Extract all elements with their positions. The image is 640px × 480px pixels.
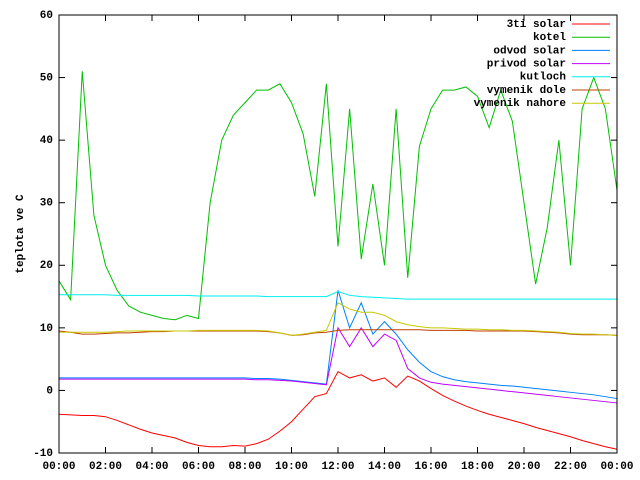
series-line: [59, 291, 617, 300]
plot-frame: [58, 14, 618, 454]
legend-label: privod solar: [487, 59, 566, 71]
x-tick-label: 08:00: [228, 461, 261, 473]
series-line: [58, 71, 618, 321]
x-tick-label: 06:00: [182, 461, 215, 473]
y-tick-label: 40: [40, 135, 53, 147]
legend-label: odvod solar: [493, 45, 566, 57]
y-tick-label: 0: [46, 385, 53, 397]
legend-label: vymenik nahore: [474, 98, 567, 110]
series-line: [59, 290, 618, 400]
y-tick-label: 20: [40, 260, 53, 272]
y-tick-label: 50: [40, 72, 53, 84]
series-line: [58, 329, 618, 336]
legend-label: kotel: [533, 32, 566, 44]
x-tick-label: 02:00: [89, 461, 122, 473]
legend-label: vymenik dole: [487, 85, 567, 97]
legend-label: kutloch: [520, 72, 566, 84]
x-tick-label: 00:00: [42, 461, 75, 473]
x-tick-label: 18:00: [461, 461, 494, 473]
y-tick-label: 60: [40, 10, 53, 22]
x-tick-label: 00:00: [600, 461, 633, 473]
x-tick-label: 14:00: [368, 461, 401, 473]
y-tick-label: 30: [40, 198, 53, 210]
x-tick-label: 04:00: [135, 461, 168, 473]
y-tick-label: 10: [40, 323, 53, 335]
x-tick-label: 16:00: [414, 461, 447, 473]
x-tick-label: 22:00: [554, 461, 587, 473]
x-tick-label: 20:00: [507, 461, 540, 473]
series-line: [59, 326, 618, 404]
legend-label: 3ti solar: [507, 19, 566, 31]
y-axis-label: teplota ve C: [15, 194, 27, 274]
series-line: [58, 370, 618, 450]
x-tick-label: 10:00: [275, 461, 308, 473]
y-tick-label: -10: [33, 448, 53, 460]
x-tick-label: 12:00: [321, 461, 354, 473]
series-line: [59, 302, 618, 336]
